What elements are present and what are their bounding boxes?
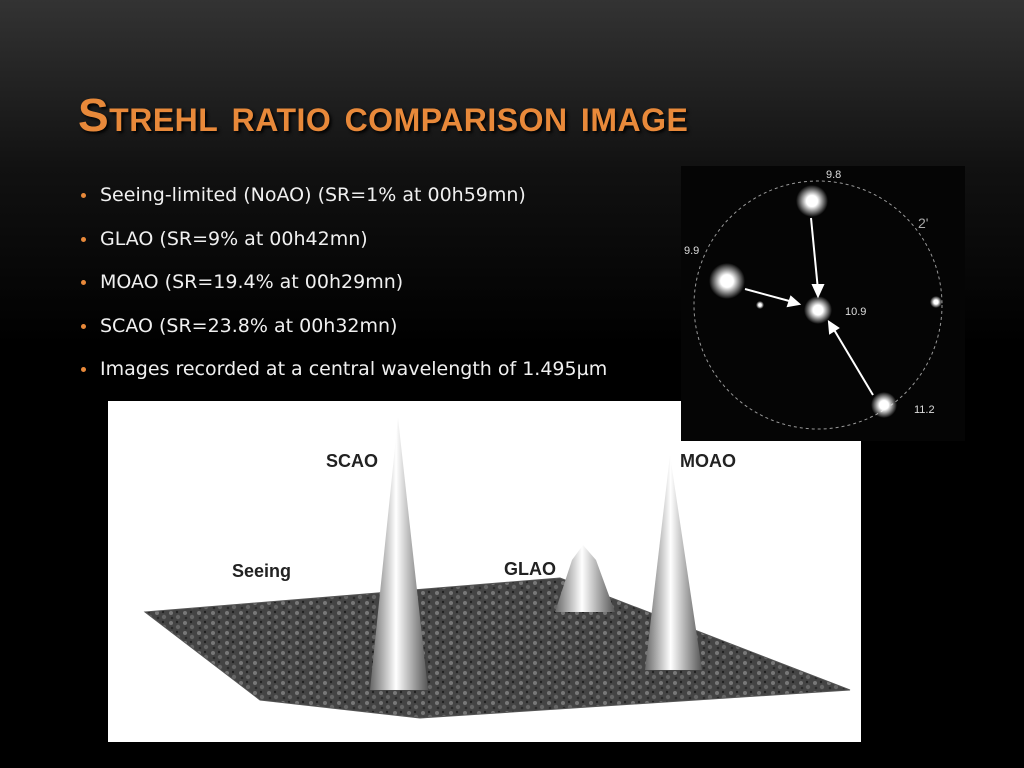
surface-plot: SCAO MOAO Seeing GLAO	[108, 401, 861, 742]
peak-label: MOAO	[680, 451, 736, 471]
star-field: 9.8 9.9 10.9 11.2 2'	[681, 166, 965, 441]
bullet: Images recorded at a central wavelength …	[78, 358, 607, 402]
magnitude-label: 9.9	[684, 245, 699, 257]
peak-label: SCAO	[326, 451, 378, 471]
bullet-list: Seeing-limited (NoAO) (SR=1% at 00h59mn)…	[78, 184, 607, 402]
magnitude-label: 9.8	[826, 169, 841, 181]
magnitude-label: 10.9	[845, 306, 866, 318]
bullet: MOAO (SR=19.4% at 00h29mn)	[78, 271, 607, 315]
magnitude-label: 11.2	[914, 404, 935, 416]
scale-label: 2'	[918, 215, 928, 231]
peak-label: GLAO	[504, 559, 556, 579]
slide-title: Strehl ratio comparison image	[78, 89, 689, 141]
peak-label: Seeing	[232, 561, 291, 581]
bullet: SCAO (SR=23.8% at 00h32mn)	[78, 315, 607, 359]
bullet: GLAO (SR=9% at 00h42mn)	[78, 228, 607, 272]
bullet: Seeing-limited (NoAO) (SR=1% at 00h59mn)	[78, 184, 607, 228]
